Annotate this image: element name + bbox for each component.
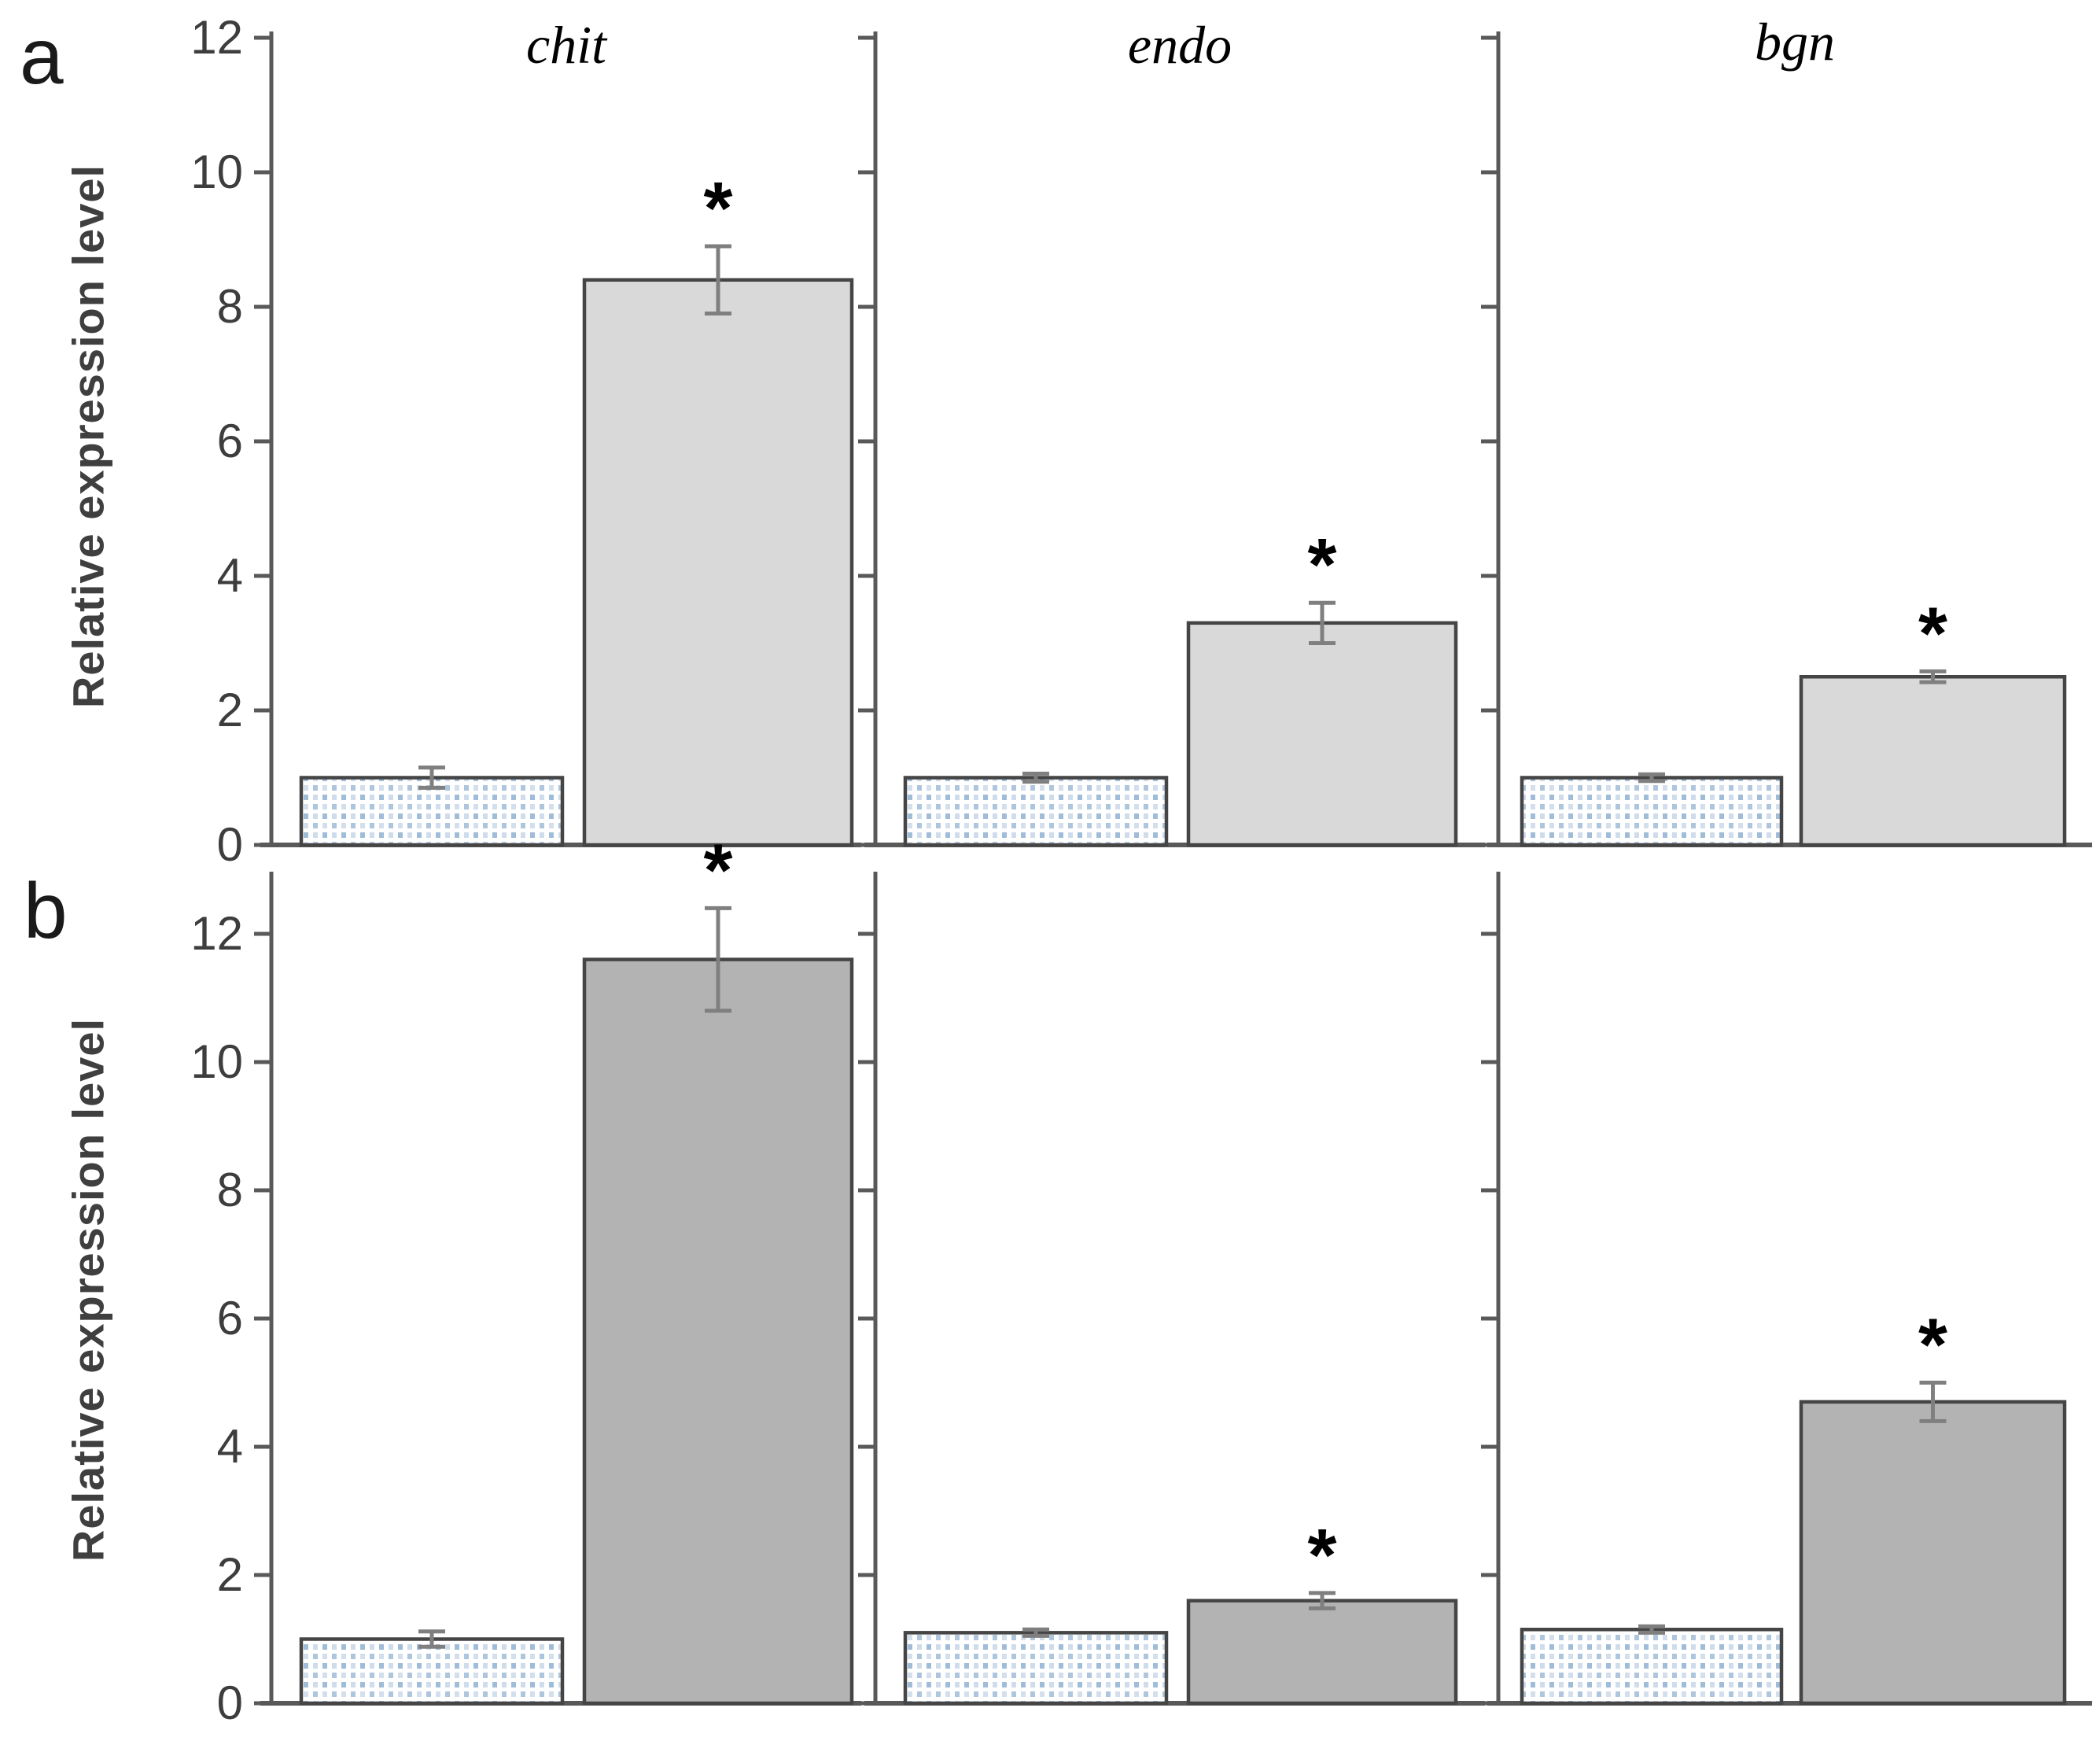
panel-a-endo: * bbox=[858, 31, 1485, 847]
treatment-bar bbox=[1186, 621, 1458, 847]
significance-asterisk: * bbox=[1918, 592, 1947, 675]
y-tick-label: 6 bbox=[217, 415, 243, 467]
gene-title-endo: endo bbox=[1127, 15, 1232, 75]
y-tick-label: 2 bbox=[217, 684, 243, 736]
control-bar bbox=[1520, 1628, 1784, 1706]
control-bar bbox=[903, 1631, 1169, 1706]
gene-title-bgn: bgn bbox=[1755, 12, 1835, 72]
treatment-bar bbox=[1799, 675, 2067, 847]
treatment-bar bbox=[1186, 1599, 1458, 1706]
panel-a-chit: 0 2 4 6 8 10 12 * bbox=[190, 11, 861, 871]
y-tick-label: 4 bbox=[217, 549, 243, 602]
y-tick-label: 6 bbox=[217, 1292, 243, 1344]
panel-label-a: a bbox=[20, 13, 64, 101]
panel-b-chit: 0 2 4 6 8 10 12 * bbox=[190, 828, 861, 1729]
panel-label-b: b bbox=[24, 867, 68, 955]
y-tick-label: 0 bbox=[217, 818, 243, 871]
treatment-bar bbox=[582, 278, 854, 847]
y-tick-label: 0 bbox=[217, 1676, 243, 1729]
y-tick-label: 10 bbox=[190, 1035, 243, 1088]
y-tick-label: 12 bbox=[190, 907, 243, 960]
y-tick-label: 10 bbox=[190, 146, 243, 198]
significance-asterisk: * bbox=[1308, 523, 1337, 607]
y-tick-label: 4 bbox=[217, 1420, 243, 1473]
y-tick-label: 8 bbox=[217, 1164, 243, 1216]
control-bar bbox=[1520, 776, 1784, 847]
gene-title-chit: chit bbox=[526, 15, 606, 75]
panel-b-bgn: * bbox=[1481, 872, 2092, 1706]
treatment-bar bbox=[582, 957, 854, 1706]
y-tick-label: 8 bbox=[217, 280, 243, 333]
panel-a-bgn: * bbox=[1481, 31, 2092, 847]
treatment-bar bbox=[1799, 1400, 2067, 1706]
y-tick-label: 2 bbox=[217, 1548, 243, 1601]
y-tick-label: 12 bbox=[190, 11, 243, 64]
panel-b-endo: * bbox=[858, 872, 1485, 1706]
significance-asterisk: * bbox=[1918, 1304, 1947, 1387]
significance-asterisk: * bbox=[1308, 1514, 1337, 1597]
significance-asterisk: * bbox=[704, 828, 733, 912]
significance-asterisk: * bbox=[704, 167, 733, 250]
control-bar bbox=[903, 776, 1169, 847]
